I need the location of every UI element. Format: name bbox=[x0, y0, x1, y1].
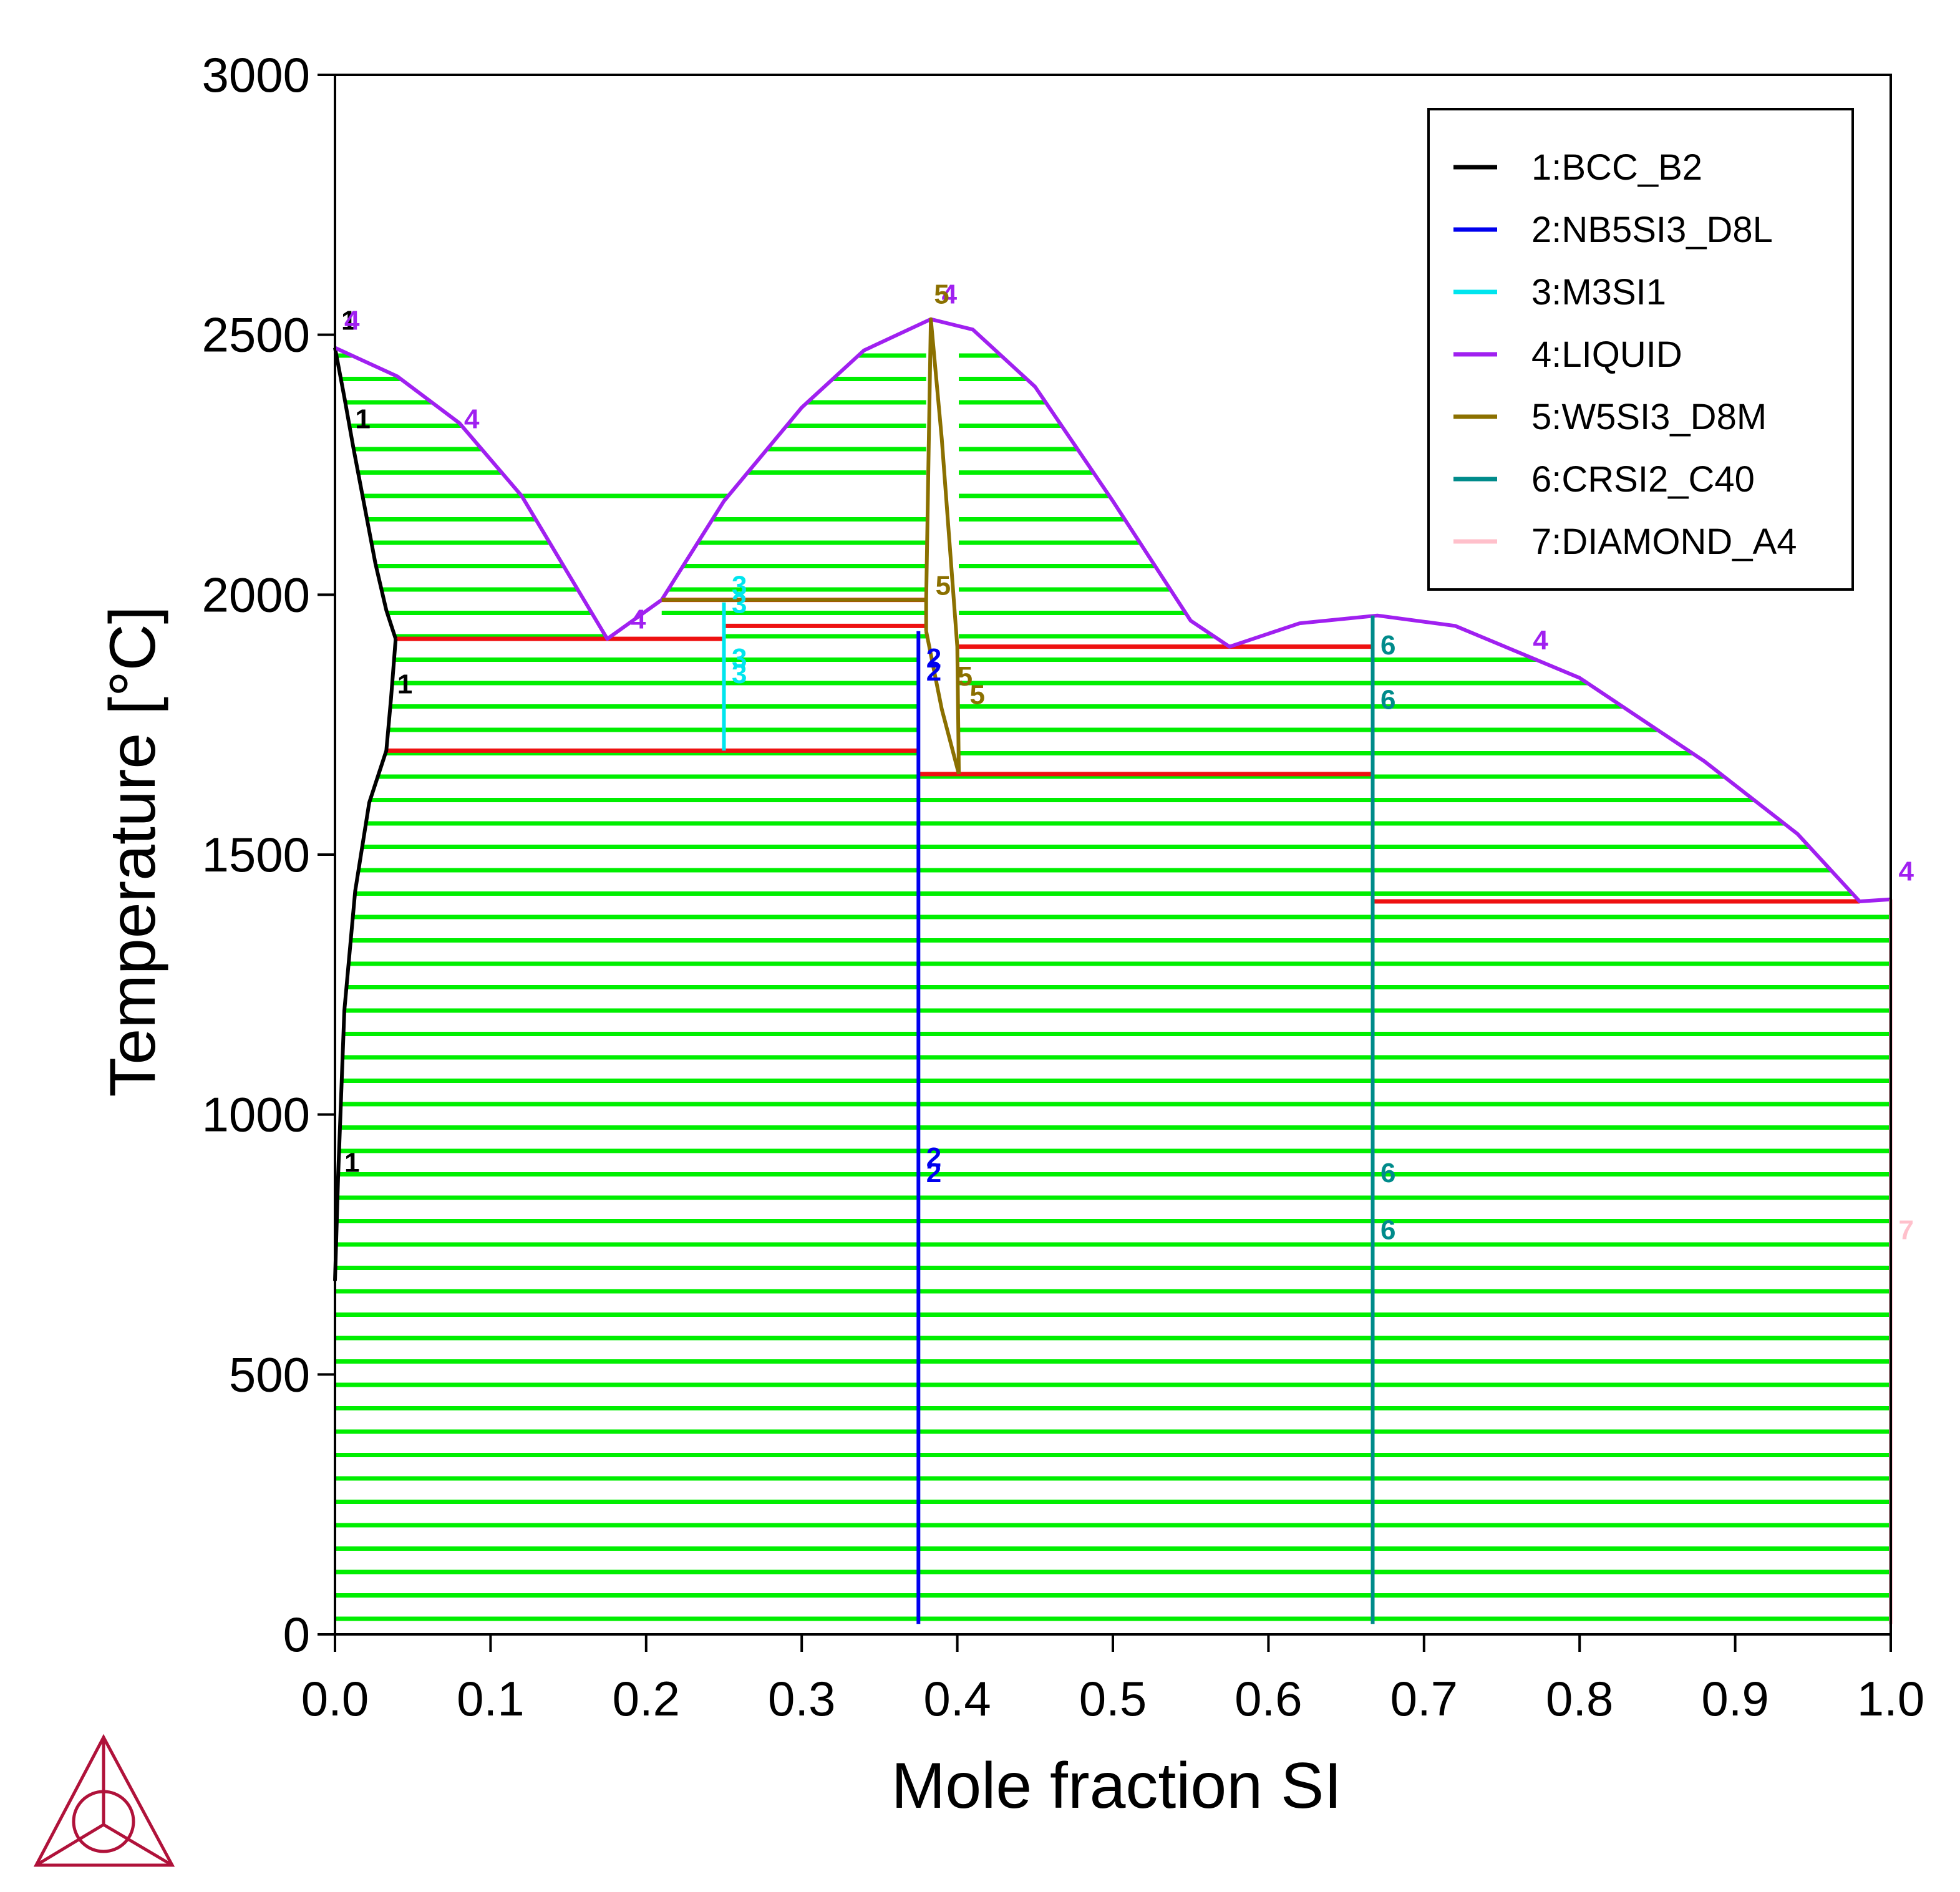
phase-number-label: 3 bbox=[732, 570, 747, 601]
x-tick-label: 0.5 bbox=[1079, 1671, 1147, 1726]
legend-entry: 5:W5SI3_D8M bbox=[1531, 397, 1767, 437]
phase-number-label: 6 bbox=[1380, 1158, 1395, 1188]
y-axis-title: Temperature [°C] bbox=[97, 606, 169, 1097]
legend-entry: 7:DIAMOND_A4 bbox=[1531, 522, 1797, 562]
phase-number-label: 4 bbox=[1898, 856, 1914, 887]
phase-number-label: 5 bbox=[934, 279, 949, 310]
phase-number-label: 1 bbox=[344, 1147, 359, 1178]
phase-boundary-1 bbox=[333, 347, 398, 640]
x-tick-label: 0.0 bbox=[301, 1671, 369, 1726]
phase-number-label: 3 bbox=[732, 589, 747, 619]
legend-box bbox=[1427, 108, 1854, 591]
x-tick-label: 0.8 bbox=[1546, 1671, 1613, 1726]
phase-number-label: 7 bbox=[1898, 1215, 1913, 1246]
y-tick-label: 2000 bbox=[201, 567, 310, 622]
phase-boundary-1 bbox=[333, 638, 398, 1281]
phase-number-label: 5 bbox=[958, 661, 973, 692]
x-tick-label: 0.6 bbox=[1235, 1671, 1302, 1726]
x-axis-title: Mole fraction SI bbox=[891, 1750, 1342, 1822]
y-tick-label: 2500 bbox=[201, 308, 310, 362]
phase-number-label: 2 bbox=[926, 1158, 941, 1188]
phase-number-label: 6 bbox=[1380, 685, 1395, 716]
x-tick-label: 0.3 bbox=[768, 1671, 835, 1726]
phase-number-label: 5 bbox=[936, 570, 951, 601]
legend-entry: 1:BCC_B2 bbox=[1531, 147, 1702, 188]
phase-number-label: 2 bbox=[926, 643, 941, 674]
x-tick-label: 0.7 bbox=[1390, 1671, 1458, 1726]
legend-entry: 4:LIQUID bbox=[1531, 334, 1682, 375]
phase-number-label: 6 bbox=[1380, 630, 1395, 661]
y-tick-label: 1500 bbox=[201, 827, 310, 882]
x-tick-label: 0.2 bbox=[613, 1671, 680, 1726]
phase-number-label: 4 bbox=[1533, 625, 1548, 656]
tie-line-layer bbox=[335, 353, 1891, 1621]
phase-boundary-4 bbox=[334, 317, 1891, 903]
y-tick-label: 3000 bbox=[201, 47, 310, 102]
phase-number-label: 1 bbox=[355, 404, 370, 435]
phase-number-label: 3 bbox=[732, 643, 747, 674]
x-tick-label: 0.1 bbox=[457, 1671, 524, 1726]
phase-number-label: 2 bbox=[926, 656, 941, 687]
phase-boundary-5 bbox=[924, 317, 961, 774]
phase-number-label: 2 bbox=[926, 1142, 941, 1173]
legend: 1:BCC_B2 2:NB5SI3_D8L 3:M3SI1 4:LIQUID 5:W5S… bbox=[1427, 108, 1854, 591]
phase-number-label: 4 bbox=[344, 305, 360, 336]
phase-number-label: 4 bbox=[631, 604, 646, 635]
thermo-calc-logo bbox=[33, 1734, 175, 1867]
phase-number-label: 3 bbox=[732, 659, 747, 689]
legend-entry: 3:M3SI1 bbox=[1531, 272, 1666, 313]
phase-number-label: 6 bbox=[1380, 1215, 1395, 1246]
x-tick-label: 0.9 bbox=[1701, 1671, 1768, 1726]
axis-ticks: 0.0 0.1 0.2 0.3 0.4 0.5 0.6 0.7 0.8 0.9 1.0 0 500 100… bbox=[201, 47, 1924, 1726]
phase-number-label: 4 bbox=[942, 279, 958, 310]
y-tick-label: 0 bbox=[283, 1607, 310, 1662]
phase-boundary-5 bbox=[924, 631, 961, 775]
legend-entry: 2:NB5SI3_D8L bbox=[1531, 210, 1773, 250]
x-tick-label: 0.4 bbox=[923, 1671, 991, 1726]
phase-number-label: 1 bbox=[341, 305, 356, 336]
legend-entry: 6:CRSI2_C40 bbox=[1531, 459, 1755, 500]
y-tick-label: 1000 bbox=[201, 1087, 310, 1142]
phase-number-label: 4 bbox=[464, 404, 480, 435]
x-tick-label: 1.0 bbox=[1857, 1671, 1924, 1726]
phase-number-label: 5 bbox=[970, 679, 985, 710]
y-tick-label: 500 bbox=[229, 1347, 310, 1402]
phase-number-label: 1 bbox=[397, 669, 412, 700]
